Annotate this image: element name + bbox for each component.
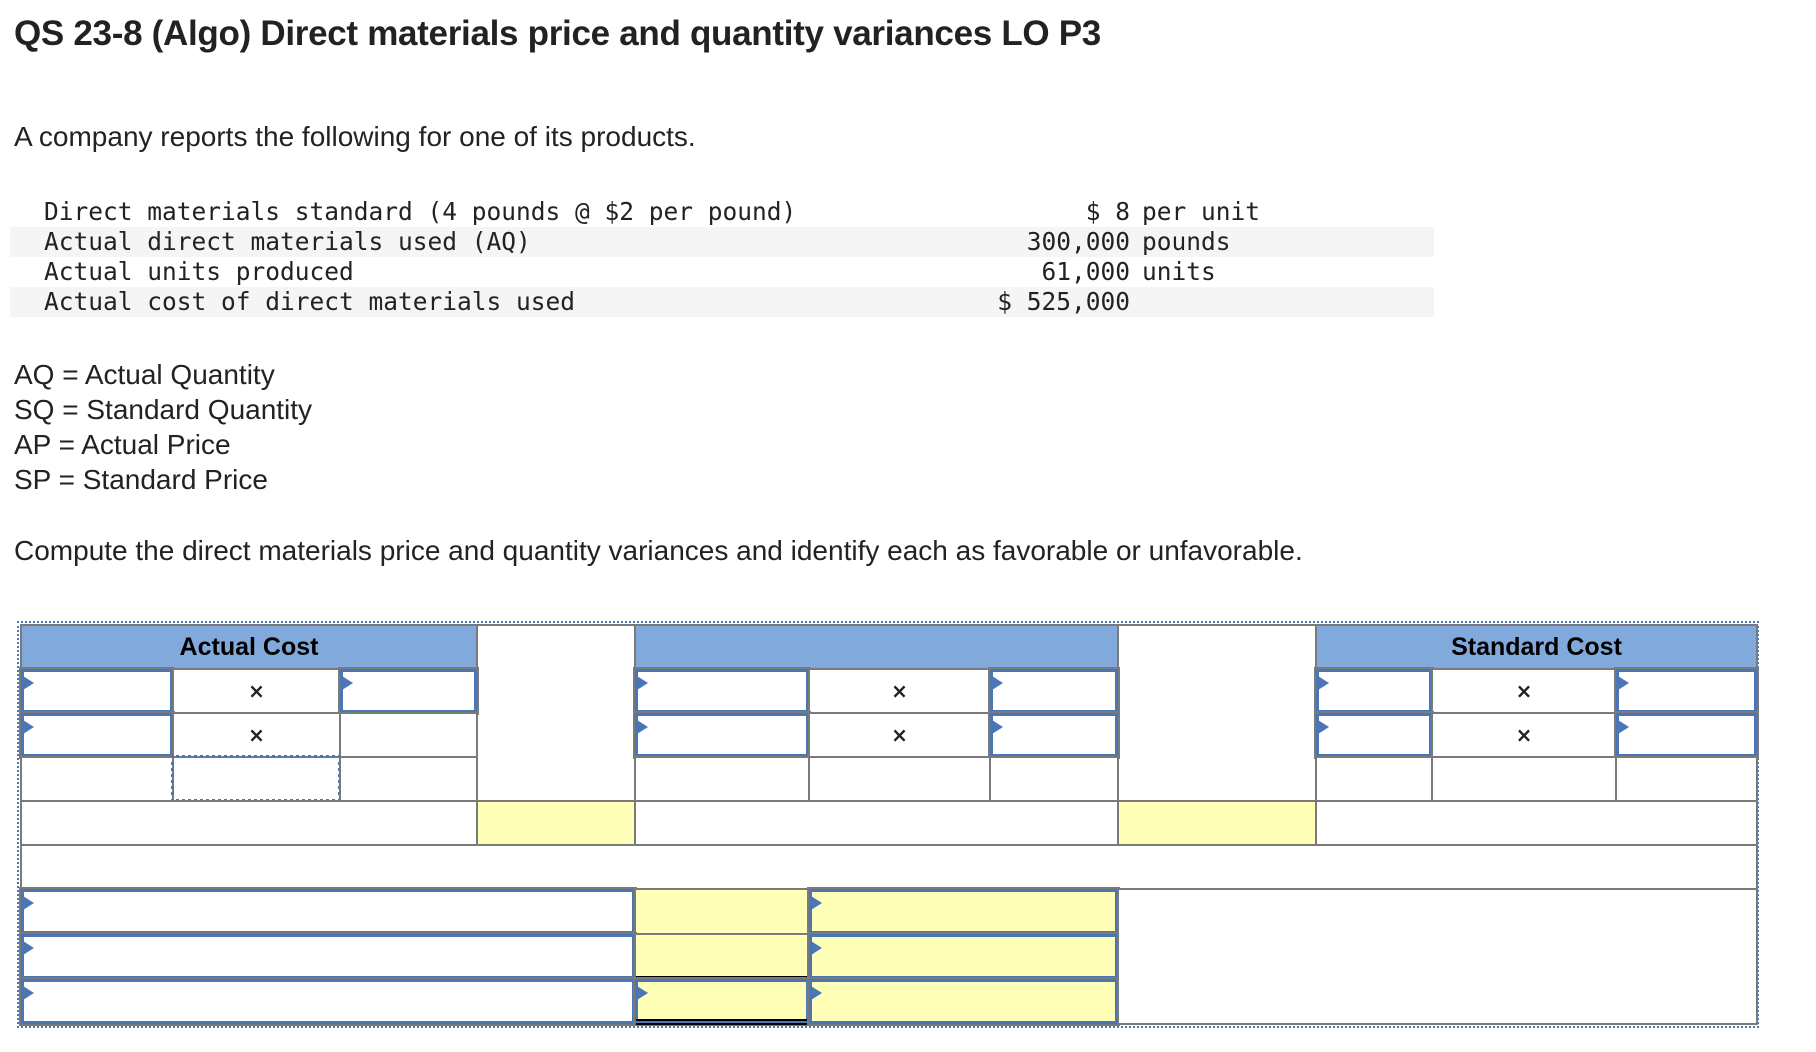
middle-row2-price-input[interactable]	[988, 711, 1120, 759]
double-underline	[636, 1019, 808, 1025]
actual-cost-total[interactable]	[20, 800, 478, 846]
middle-row2-input[interactable]	[633, 711, 811, 759]
standard-cost-total[interactable]	[1315, 800, 1758, 846]
given-row: Actual cost of direct materials used $ 5…	[10, 287, 1434, 317]
multiply-icon: ×	[1431, 712, 1617, 758]
actual-ap-input[interactable]	[338, 667, 479, 715]
given-row: Actual units produced 61,000 units	[10, 257, 1434, 287]
given-unit: units	[1142, 257, 1216, 286]
spacer-cell	[1117, 624, 1317, 802]
multiply-icon: ×	[1431, 668, 1617, 714]
actual-row2-cell[interactable]	[339, 712, 478, 758]
header-middle	[634, 624, 1119, 670]
focused-cell-outline	[171, 755, 341, 802]
given-value: 300,000	[1026, 227, 1130, 256]
standard-row2-input[interactable]	[1314, 711, 1434, 759]
intro-text: A company reports the following for one …	[14, 121, 696, 152]
actual-total-cell[interactable]	[339, 756, 478, 802]
abbreviation-sp: SP = Standard Price	[14, 464, 268, 495]
given-data-table: Direct materials standard (4 pounds @ $2…	[10, 197, 1434, 317]
price-variance-amount[interactable]	[476, 800, 636, 846]
given-row: Actual direct materials used (AQ) 300,00…	[10, 227, 1434, 257]
given-unit: pounds	[1142, 227, 1231, 256]
multiply-icon: ×	[172, 668, 341, 714]
header-actual-cost: Actual Cost	[20, 624, 478, 670]
quantity-variance-amount[interactable]	[1117, 800, 1317, 846]
middle-cost-total[interactable]	[634, 800, 1119, 846]
given-label: Actual cost of direct materials used	[44, 287, 576, 316]
middle-quantity-input[interactable]	[633, 667, 811, 715]
variance-amount-cell[interactable]	[634, 933, 810, 980]
page-title: QS 23-8 (Algo) Direct materials price an…	[14, 14, 1101, 53]
blank-area	[1117, 888, 1758, 1025]
standard-total-cell[interactable]	[1615, 756, 1758, 802]
standard-sq-input[interactable]	[1314, 667, 1434, 715]
header-standard-cost: Standard Cost	[1315, 624, 1758, 670]
total-variance-label-select[interactable]	[19, 977, 637, 1026]
given-row: Direct materials standard (4 pounds @ $2…	[10, 197, 1434, 227]
instructions: Compute the direct materials price and q…	[14, 535, 1303, 566]
actual-row2-input[interactable]	[19, 711, 175, 759]
variance-type-select[interactable]	[807, 887, 1120, 936]
total-variance-type-select[interactable]	[807, 977, 1120, 1026]
abbreviation-sq: SQ = Standard Quantity	[14, 394, 313, 425]
standard-sp-input[interactable]	[1614, 667, 1759, 715]
abbreviation-ap: AP = Actual Price	[14, 429, 231, 460]
given-unit: per unit	[1142, 197, 1261, 226]
given-value: $ 8	[1085, 197, 1130, 226]
variance-label-select[interactable]	[19, 887, 637, 936]
multiply-icon: ×	[808, 712, 991, 758]
actual-aq-input[interactable]	[19, 667, 175, 715]
standard-row2-price-input[interactable]	[1614, 711, 1759, 759]
standard-total-cell[interactable]	[1431, 756, 1617, 802]
given-label: Direct materials standard (4 pounds @ $2…	[44, 197, 797, 226]
standard-total-cell[interactable]	[1315, 756, 1433, 802]
given-value: $ 525,000	[997, 287, 1130, 316]
total-variance-amount-input[interactable]	[633, 977, 811, 1026]
given-label: Actual direct materials used (AQ)	[44, 227, 531, 256]
middle-total-cell[interactable]	[989, 756, 1119, 802]
middle-total-cell[interactable]	[808, 756, 991, 802]
variance-worksheet	[17, 621, 1759, 1028]
actual-total-cell[interactable]	[20, 756, 174, 802]
spacer-cell	[476, 624, 636, 802]
given-label: Actual units produced	[44, 257, 354, 286]
middle-total-cell[interactable]	[634, 756, 810, 802]
multiply-icon: ×	[172, 712, 341, 758]
variance-label-select[interactable]	[19, 932, 637, 981]
abbreviation-aq: AQ = Actual Quantity	[14, 359, 275, 390]
variance-type-select[interactable]	[807, 932, 1120, 981]
given-value: 61,000	[1041, 257, 1130, 286]
abbreviation-list: AQ = Actual Quantity SQ = Standard Quant…	[14, 357, 312, 497]
multiply-icon: ×	[808, 668, 991, 714]
variance-amount-cell[interactable]	[634, 888, 810, 935]
blank-separator-row	[20, 844, 1758, 890]
middle-price-input[interactable]	[988, 667, 1120, 715]
